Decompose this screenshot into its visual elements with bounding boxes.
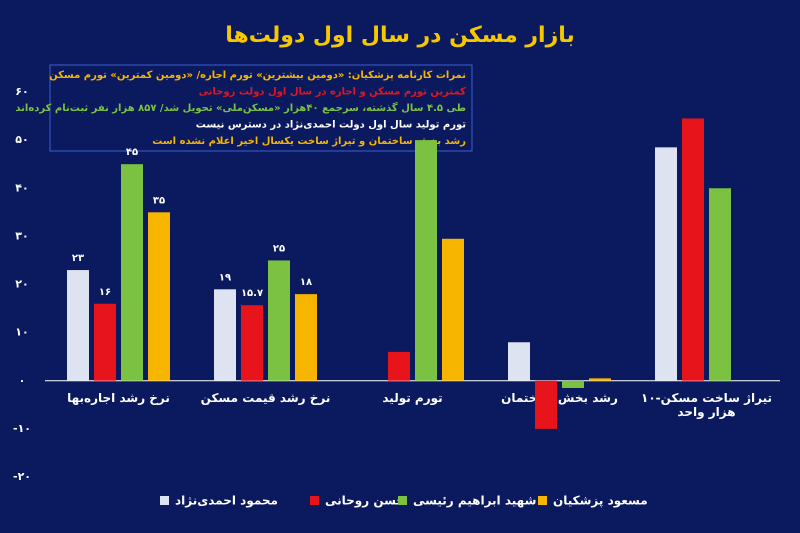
legend-label: مسعود پزشکیان xyxy=(553,494,648,509)
y-tick-label: ۴۰ xyxy=(15,181,28,194)
bar xyxy=(535,380,557,429)
y-tick-label: ۲۰ xyxy=(15,278,28,291)
y-tick-label: -۱۰ xyxy=(13,422,31,435)
x-tick-label-box: نرخ رشد قیمت مسکن xyxy=(200,390,331,405)
bar xyxy=(214,289,236,381)
bar xyxy=(682,118,704,381)
value-label: ۲۳ xyxy=(72,253,84,264)
y-tick-label: ۱۰ xyxy=(15,326,28,339)
x-tick-label-box: تورم تولید xyxy=(382,390,443,405)
legend-swatch xyxy=(398,496,407,505)
x-tick-label: رشد بخش ساختمان xyxy=(501,390,618,405)
x-tick-label: نرخ رشد قیمت مسکن xyxy=(200,390,331,405)
annotation: تورم تولید سال اول دولت احمدی‌نژاد در دس… xyxy=(196,120,466,131)
y-tick-label: ۰ xyxy=(19,374,26,387)
y-tick-label: ۵۰ xyxy=(15,133,28,146)
bar xyxy=(589,378,611,381)
value-label: ۱۸ xyxy=(300,277,312,288)
x-tick-label: تورم تولید xyxy=(382,390,443,405)
bar xyxy=(388,351,410,381)
value-label: ۲۵ xyxy=(273,243,285,254)
annotation: طی ۴.۵ سال گذشته، سرجمع ۴۰هزار «مسکن‌ملی… xyxy=(15,101,466,114)
chart-title: بازار مسکن در سال اول دولت‌ها xyxy=(225,23,575,48)
bar xyxy=(295,294,317,381)
x-tick-label-box: تیراژ ساخت مسکن-۱۰ هزار واحد xyxy=(641,390,772,419)
x-tick-label-box: نرخ رشد اجاره‌بها xyxy=(67,390,170,405)
value-label: ۱۵.۷ xyxy=(241,288,263,299)
x-tick-label: نرخ رشد اجاره‌بها xyxy=(67,390,170,405)
legend-label: محمود احمدی‌نژاد xyxy=(175,494,278,509)
bar xyxy=(442,238,464,381)
bar xyxy=(709,188,731,381)
bar xyxy=(121,164,143,381)
bar xyxy=(268,260,290,381)
bar xyxy=(94,303,116,381)
x-tick-label-box: رشد بخش ساختمان xyxy=(501,390,618,405)
legend-swatch xyxy=(310,496,319,505)
bar xyxy=(508,342,530,381)
legend-label: شهید ابراهیم رئیسی xyxy=(413,494,536,508)
annotation: کمترین تورم مسکن و اجاره در سال اول دولت… xyxy=(199,87,467,98)
value-label: ۳۵ xyxy=(153,195,165,206)
value-label: ۴۵ xyxy=(126,147,138,158)
bar xyxy=(67,270,89,381)
value-label: ۱۶ xyxy=(99,287,111,298)
y-tick-label: ۳۰ xyxy=(15,229,28,242)
bar xyxy=(415,140,437,381)
bar xyxy=(655,147,677,381)
x-tick-label: تیراژ ساخت مسکن-۱۰ هزار واحد xyxy=(641,390,772,419)
legend-swatch xyxy=(160,496,169,505)
annotation: نمرات کارنامه پزشکیان: «دومین بیشترین» ت… xyxy=(49,70,466,81)
value-label: ۱۹ xyxy=(219,272,231,283)
legend-label: حسن روحانی xyxy=(325,494,405,509)
annotation: رشد بخش ساختمان و تیراژ ساخت یکسال اخیر … xyxy=(152,136,466,147)
y-tick-label: -۲۰ xyxy=(13,470,31,483)
bar xyxy=(562,380,584,388)
legend-swatch xyxy=(538,496,547,505)
annotation-box xyxy=(49,64,473,152)
bar xyxy=(148,212,170,381)
y-tick-label: ۶۰ xyxy=(15,85,28,98)
bar xyxy=(241,305,263,381)
